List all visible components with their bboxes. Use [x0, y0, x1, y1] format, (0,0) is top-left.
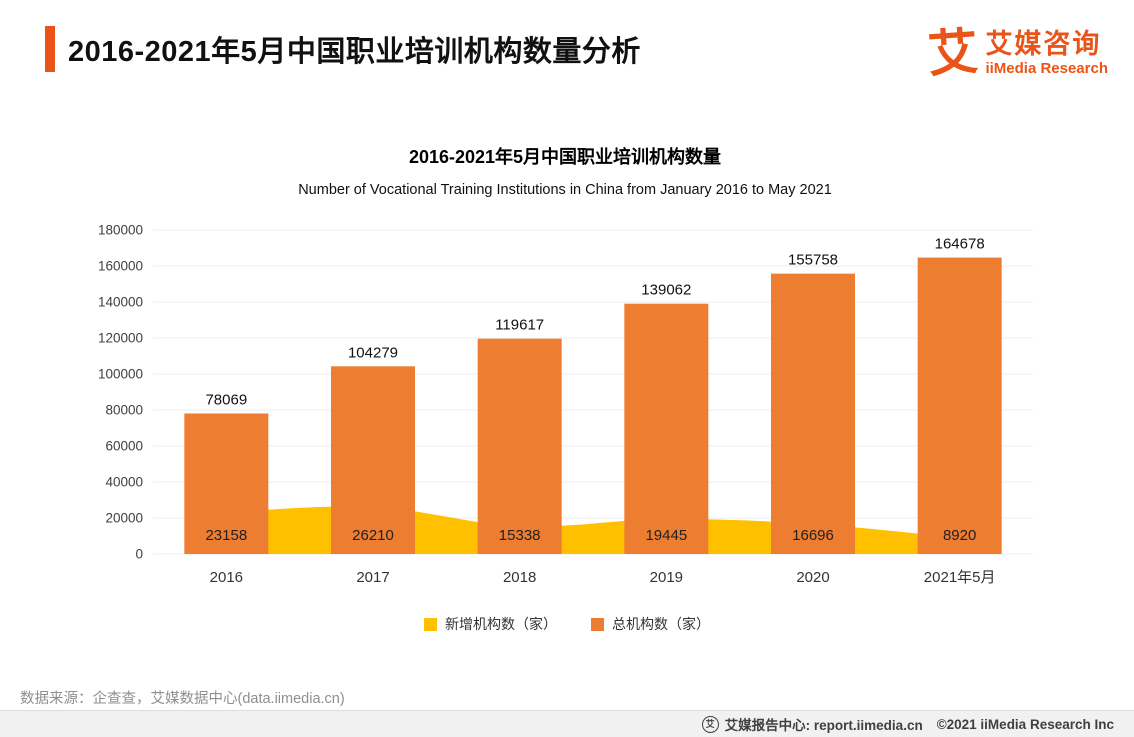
- area-value-label: 15338: [499, 527, 541, 544]
- bar-total-institutions: [624, 303, 709, 554]
- bar-value-label: 155758: [788, 252, 838, 269]
- y-tick-label: 140000: [98, 295, 143, 310]
- bar-value-label: 78069: [205, 391, 247, 408]
- area-value-label: 8920: [943, 527, 976, 544]
- bar-total-institutions: [184, 413, 269, 554]
- chart-legend: 新增机构数（家） 总机构数（家）: [0, 614, 1134, 634]
- data-source-note: 数据来源：企查查，艾媒数据中心(data.iimedia.cn): [20, 691, 345, 707]
- legend-item-new-institutions: 新增机构数（家）: [424, 614, 557, 634]
- y-tick-label: 160000: [98, 259, 143, 274]
- title-block: 2016-2021年5月中国职业培训机构数量分析: [45, 26, 641, 72]
- x-tick-label: 2021年5月: [924, 569, 996, 586]
- area-value-label: 19445: [645, 527, 687, 544]
- x-tick-label: 2016: [210, 569, 243, 586]
- y-tick-label: 80000: [105, 403, 143, 418]
- page-title: 2016-2021年5月中国职业培训机构数量分析: [68, 36, 641, 68]
- legend-label-new-institutions: 新增机构数（家）: [445, 616, 557, 632]
- iimedia-footer-icon: 艾: [701, 715, 719, 733]
- iimedia-logo: 艾 艾媒咨询 iiMedia Research: [926, 23, 1108, 83]
- legend-swatch-total-institutions: [591, 617, 604, 631]
- legend-item-total-institutions: 总机构数（家）: [591, 614, 710, 634]
- logo-name-cn: 艾媒咨询: [985, 28, 1102, 59]
- chart-heading: 2016-2021年5月中国职业培训机构数量 Number of Vocatio…: [60, 143, 1070, 198]
- copyright-text: ©2021 iiMedia Research Inc: [936, 716, 1114, 732]
- bar-value-label: 139062: [641, 282, 691, 299]
- y-tick-label: 60000: [105, 439, 143, 454]
- bar-area-chart: 0 20000 40000 60000 80000 100000 120000 140000 1…: [98, 223, 1033, 586]
- iimedia-logo-icon: 艾: [926, 23, 981, 83]
- x-tick-label: 2017: [356, 569, 389, 586]
- x-tick-label: 2018: [503, 569, 536, 586]
- bar-value-label: 119617: [495, 317, 544, 334]
- title-accent-bar: [45, 26, 55, 72]
- y-tick-label: 0: [135, 547, 143, 562]
- chart-subtitle: Number of Vocational Training Institutio…: [298, 182, 832, 198]
- legend-swatch-new-institutions: [424, 617, 437, 631]
- bar-total-institutions: [477, 338, 562, 554]
- area-value-label: 23158: [205, 527, 247, 544]
- y-tick-label: 120000: [98, 331, 143, 346]
- y-tick-label: 180000: [98, 223, 143, 238]
- x-tick-label: 2019: [650, 569, 683, 586]
- header: 2016-2021年5月中国职业培训机构数量分析 艾 艾媒咨询 iiMedia …: [45, 23, 1108, 83]
- y-tick-label: 40000: [105, 475, 143, 490]
- bar-total-institutions: [771, 273, 855, 554]
- legend-label-total-institutions: 总机构数（家）: [612, 616, 710, 632]
- footer-bar: 艾 艾媒报告中心: report.iimedia.cn ©2021 iiMedi…: [0, 710, 1134, 737]
- bar-value-label: 164678: [935, 236, 985, 253]
- chart-title: 2016-2021年5月中国职业培训机构数量: [408, 147, 722, 167]
- bar-total-institutions: [917, 257, 1002, 554]
- bar-value-label: 104279: [348, 344, 398, 361]
- area-value-label: 26210: [352, 527, 394, 544]
- report-center-text: 艾媒报告中心: report.iimedia.cn: [724, 718, 923, 733]
- y-tick-label: 20000: [105, 511, 143, 526]
- report-center-block: 艾 艾媒报告中心: report.iimedia.cn: [701, 714, 923, 734]
- area-value-label: 16696: [792, 527, 834, 544]
- logo-text: 艾媒咨询 iiMedia Research: [985, 29, 1108, 77]
- y-tick-label: 100000: [98, 367, 143, 382]
- logo-name-en: iiMedia Research: [985, 59, 1108, 77]
- x-tick-label: 2020: [796, 569, 829, 586]
- bar-total-institutions: [331, 366, 415, 554]
